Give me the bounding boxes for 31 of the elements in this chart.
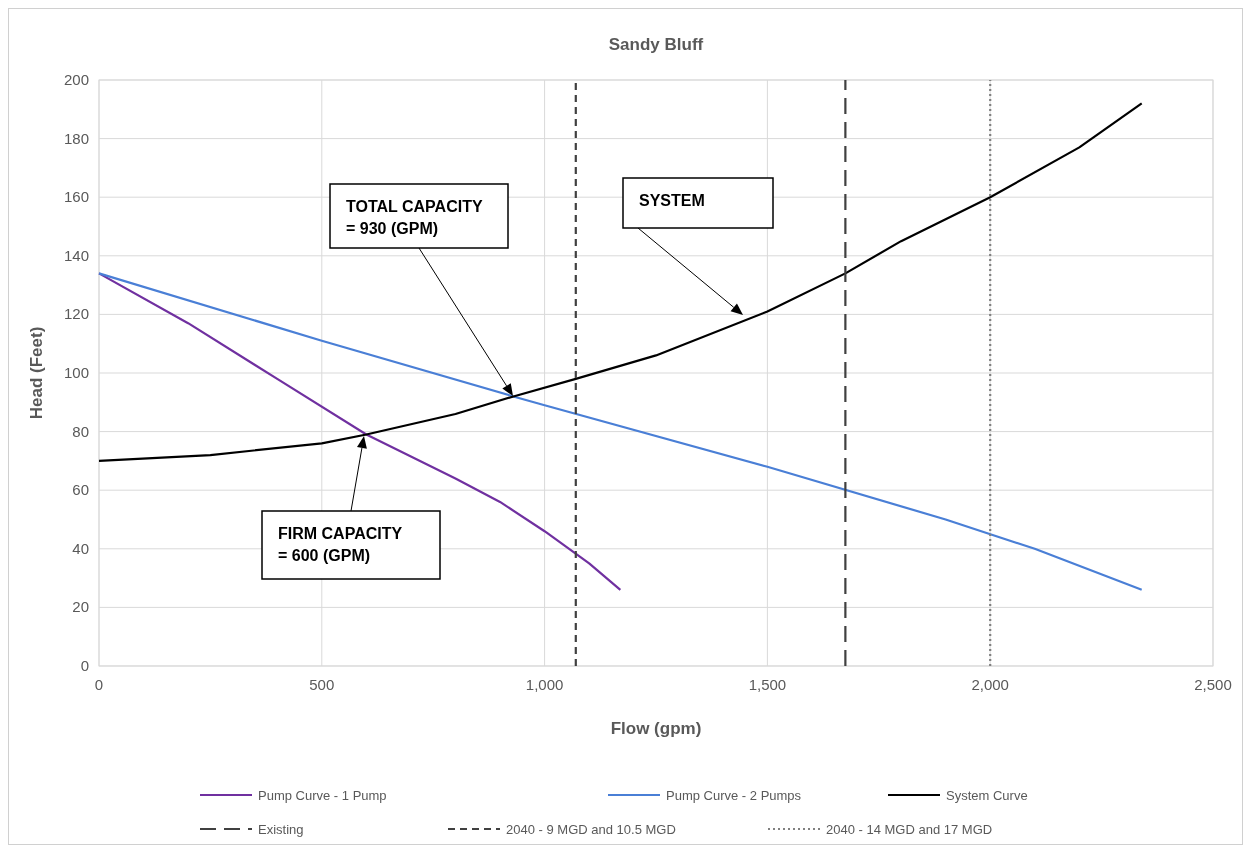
y-tick-label: 20 — [72, 598, 89, 616]
chart-title: Sandy Bluff — [608, 35, 704, 54]
y-tick-label: 60 — [72, 481, 89, 499]
line-series — [97, 102, 1143, 462]
legend-label: System Curve — [946, 788, 1028, 803]
x-tick-label: 2,500 — [1194, 676, 1232, 693]
line-series — [97, 272, 1143, 591]
legend-label: Pump Curve - 1 Pump — [258, 788, 387, 803]
annotation: FIRM CAPACITY = 600 (GPM) — [278, 525, 403, 564]
y-axis-title: Head (Feet) — [27, 326, 46, 420]
x-tick-label: 0 — [94, 676, 104, 693]
y-tick-label: 120 — [63, 305, 89, 323]
x-tick-label: 1,500 — [748, 676, 787, 693]
legend-label: 2040 - 9 MGD and 10.5 MGD — [506, 822, 676, 837]
x-tick-label: 1,000 — [525, 676, 564, 693]
y-tick-label: 200 — [63, 71, 89, 88]
y-tick-label: 40 — [72, 539, 89, 557]
y-tick-label: 180 — [63, 129, 89, 147]
y-tick-label: 140 — [63, 246, 89, 264]
legend-label: Existing — [258, 822, 304, 837]
annotation: SYSTEM — [639, 192, 705, 209]
annotation: TOTAL CAPACITY = 930 (GPM) — [346, 198, 483, 237]
y-tick-label: 100 — [63, 364, 89, 381]
x-axis-title: Flow (gpm) — [610, 719, 702, 738]
y-tick-label: 160 — [63, 188, 89, 206]
y-tick-label: 0 — [80, 657, 89, 674]
legend-label: Pump Curve - 2 Pumps — [666, 788, 802, 803]
x-tick-label: 500 — [309, 676, 335, 693]
legend-label: 2040 - 14 MGD and 17 MGD — [826, 822, 993, 837]
y-tick-label: 80 — [72, 422, 89, 440]
x-tick-label: 2,000 — [971, 676, 1009, 693]
